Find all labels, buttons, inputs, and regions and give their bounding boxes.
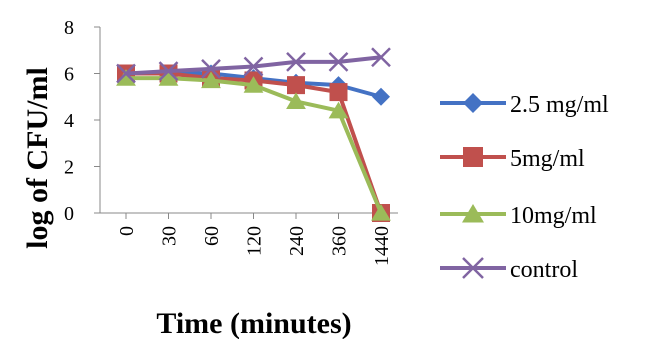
x-tick-label: 360	[329, 226, 351, 256]
data-point	[371, 204, 391, 221]
legend: 2.5 mg/ml 5mg/ml 10mg/ml control	[440, 92, 609, 283]
data-point	[158, 61, 179, 82]
data-point	[463, 147, 483, 167]
data-point	[287, 76, 305, 95]
legend-label: control	[510, 257, 578, 283]
legend-label: 10mg/ml	[510, 203, 597, 229]
y-axis-title: log of CFU/ml	[21, 67, 54, 249]
legend-item: control	[440, 257, 578, 283]
x-tick-label: 30	[159, 226, 181, 246]
data-point	[243, 76, 264, 93]
data-point	[463, 93, 483, 113]
plot-series	[116, 47, 391, 222]
data-point	[158, 69, 179, 86]
data-point	[243, 56, 264, 77]
data-point	[329, 83, 348, 102]
x-tick-label: 240	[286, 226, 308, 256]
x-axis-title: Time (minutes)	[156, 307, 351, 339]
legend-item: 10mg/ml	[440, 203, 597, 229]
x-tick-label: 1440	[371, 226, 393, 266]
data-point	[462, 204, 484, 223]
y-tick-label: 2	[64, 157, 74, 179]
x-tick-label: 120	[244, 226, 266, 256]
y-tick-label: 0	[64, 203, 74, 225]
data-point	[201, 71, 221, 89]
data-point	[372, 87, 390, 106]
data-point	[286, 92, 306, 110]
x-axis: 0 30 60 120 240 360 1440	[100, 212, 398, 266]
legend-label: 2.5 mg/ml	[510, 92, 609, 118]
data-point	[286, 51, 306, 72]
data-point	[328, 51, 349, 72]
series-3	[116, 69, 391, 221]
series-4	[116, 47, 391, 84]
legend-item: 2.5 mg/ml	[440, 92, 609, 118]
data-point	[371, 47, 391, 68]
data-point	[116, 63, 136, 84]
legend-item: 5mg/ml	[440, 146, 585, 172]
y-tick-label: 4	[64, 110, 74, 132]
legend-label: 5mg/ml	[510, 146, 585, 172]
data-point	[116, 69, 136, 86]
y-tick-label: 8	[64, 17, 74, 39]
y-tick-label: 6	[64, 64, 74, 86]
y-axis: 0 2 4 6 8	[64, 17, 101, 225]
data-point	[328, 101, 349, 119]
x-tick-label: 0	[116, 226, 138, 236]
x-tick-label: 60	[201, 226, 223, 246]
data-point	[462, 257, 484, 279]
data-point	[201, 58, 221, 79]
